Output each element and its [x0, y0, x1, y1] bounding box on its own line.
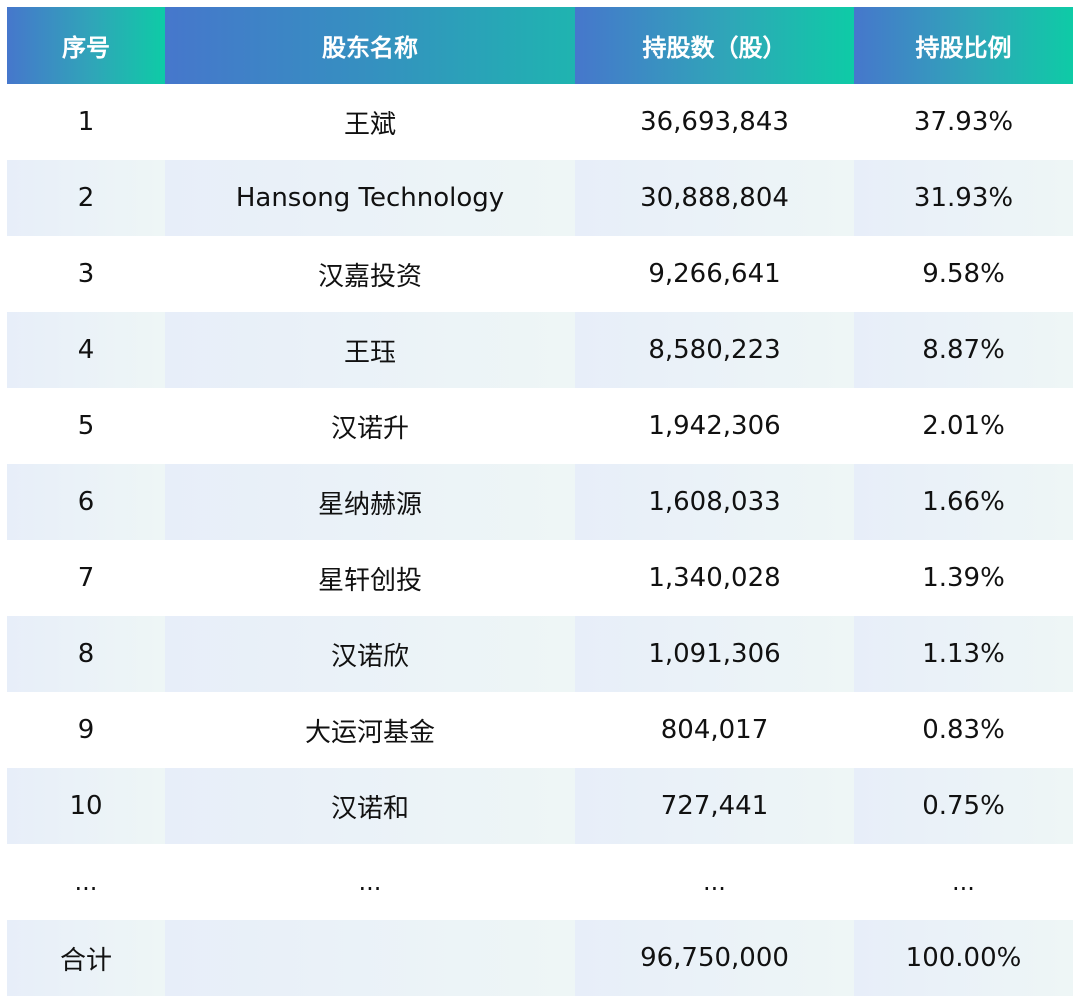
cell-shares: 36,693,843	[640, 107, 789, 137]
cell-ratio: 0.75%	[854, 768, 1073, 844]
cell-ratio: 1.13%	[854, 616, 1073, 692]
table-row: 6 星纳赫源 1,608,033 1.66%	[7, 464, 1073, 540]
total-shares: 96,750,000	[575, 920, 854, 996]
total-name	[165, 920, 575, 996]
header-name: 股东名称	[165, 7, 575, 84]
ellipsis-name: ...	[358, 868, 382, 896]
cell-ratio: 1.66%	[854, 464, 1073, 540]
ellipsis-ratio: ...	[952, 868, 975, 896]
cell-index: 2	[7, 160, 165, 236]
cell-shares: 1,091,306	[575, 616, 854, 692]
header-index: 序号	[7, 7, 165, 84]
cell-index: 9	[77, 715, 95, 745]
cell-ratio: 0.83%	[922, 715, 1005, 745]
total-label: 合计	[7, 920, 165, 996]
cell-ratio: 37.93%	[913, 107, 1014, 137]
cell-ratio: 8.87%	[854, 312, 1073, 388]
header-ratio: 持股比例	[854, 7, 1073, 84]
table-row: 9 大运河基金 804,017 0.83%	[7, 692, 1073, 768]
table-row: 8 汉诺欣 1,091,306 1.13%	[7, 616, 1073, 692]
cell-name: 大运河基金	[304, 717, 435, 748]
cell-shares: 30,888,804	[575, 160, 854, 236]
cell-shares: 9,266,641	[648, 259, 781, 289]
cell-shares: 727,441	[575, 768, 854, 844]
cell-ratio: 9.58%	[922, 259, 1005, 289]
cell-index: 4	[7, 312, 165, 388]
total-row: 合计 96,750,000 100.00%	[7, 920, 1073, 996]
cell-shares: 804,017	[660, 715, 769, 745]
cell-index: 7	[77, 563, 95, 593]
cell-name: 汉嘉投资	[317, 261, 422, 292]
cell-ratio: 31.93%	[854, 160, 1073, 236]
table-header: 序号 股东名称 持股数（股） 持股比例	[7, 7, 1073, 84]
cell-name: 星轩创投	[317, 565, 422, 596]
table-row: 1 王斌 36,693,843 37.93%	[7, 84, 1073, 160]
cell-index: 1	[77, 107, 95, 137]
cell-ratio: 1.39%	[922, 563, 1005, 593]
table-row: 5 汉诺升 1,942,306 2.01%	[7, 388, 1073, 464]
shareholder-table: 序号 股东名称 持股数（股） 持股比例 1 王斌 36,693,843 37.9…	[7, 7, 1073, 996]
table-row: 3 汉嘉投资 9,266,641 9.58%	[7, 236, 1073, 312]
cell-shares: 1,942,306	[648, 411, 781, 441]
table-row: 10 汉诺和 727,441 0.75%	[7, 768, 1073, 844]
cell-name: 汉诺和	[165, 768, 575, 844]
cell-index: 5	[77, 411, 95, 441]
ellipsis-shares: ...	[703, 868, 726, 896]
table-row: 7 星轩创投 1,340,028 1.39%	[7, 540, 1073, 616]
cell-index: 6	[7, 464, 165, 540]
total-ratio: 100.00%	[854, 920, 1073, 996]
cell-index: 10	[7, 768, 165, 844]
table-row: 2 Hansong Technology 30,888,804 31.93%	[7, 160, 1073, 236]
cell-name: 王斌	[343, 109, 396, 140]
cell-name: 星纳赫源	[165, 464, 575, 540]
cell-index: 8	[7, 616, 165, 692]
cell-ratio: 2.01%	[922, 411, 1005, 441]
ellipsis-row: ... ... ... ...	[7, 844, 1073, 920]
header-shares: 持股数（股）	[575, 7, 854, 84]
cell-name: Hansong Technology	[165, 160, 575, 236]
table-row: 4 王珏 8,580,223 8.87%	[7, 312, 1073, 388]
cell-name: 王珏	[165, 312, 575, 388]
cell-shares: 8,580,223	[575, 312, 854, 388]
cell-index: 3	[77, 259, 95, 289]
ellipsis-index: ...	[74, 868, 98, 896]
cell-name: 汉诺欣	[165, 616, 575, 692]
cell-shares: 1,340,028	[648, 563, 781, 593]
cell-name: 汉诺升	[330, 413, 409, 444]
cell-shares: 1,608,033	[575, 464, 854, 540]
